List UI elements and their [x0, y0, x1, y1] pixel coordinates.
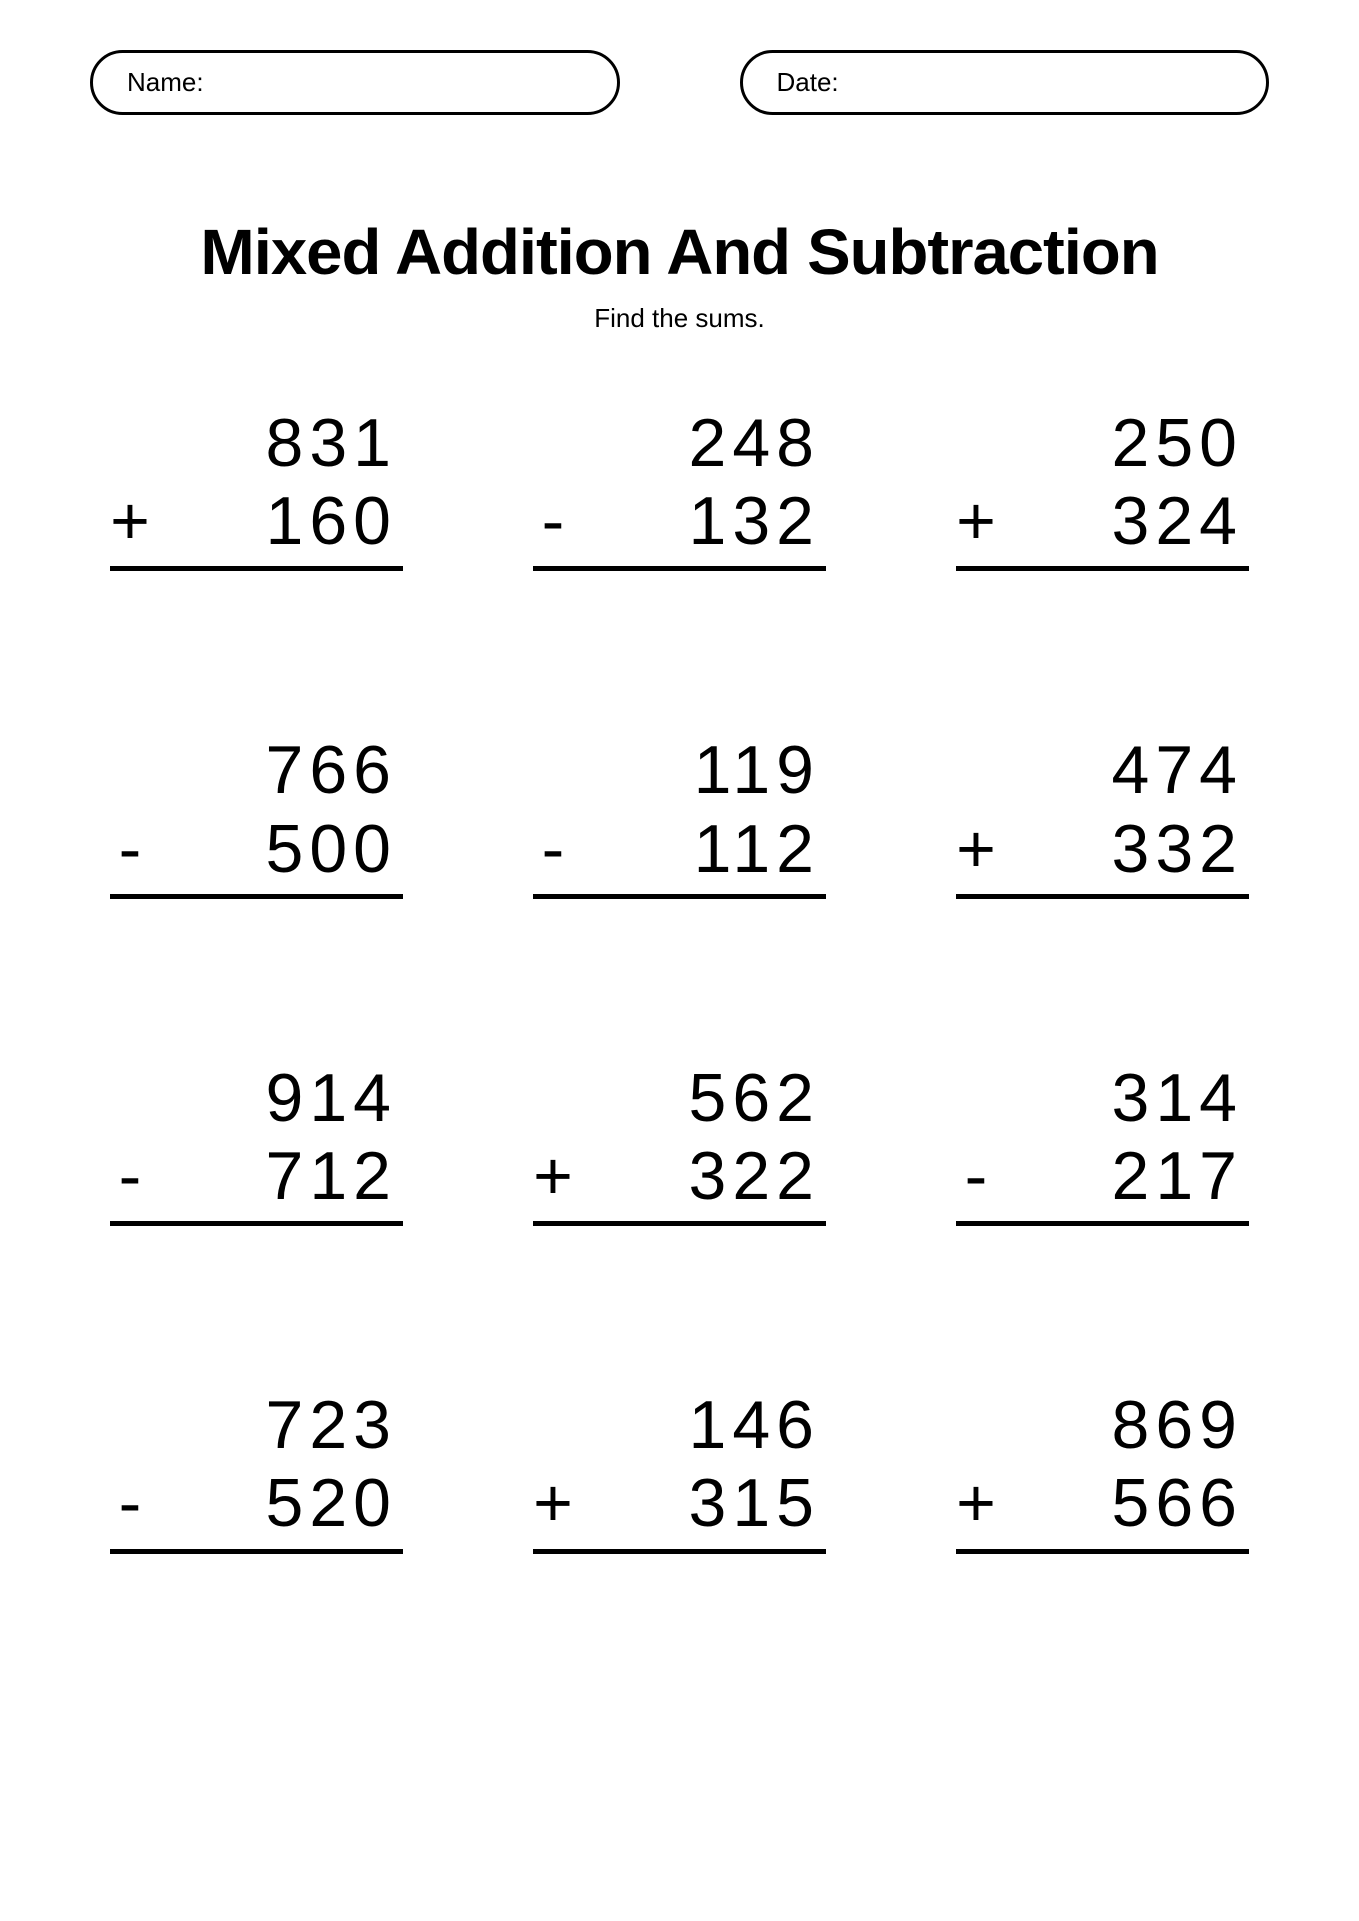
problem-bottom-number: 160	[168, 482, 397, 560]
problem-bottom-row: -520	[110, 1464, 403, 1553]
problem: 914-712	[110, 1059, 403, 1226]
problem-bottom-row: -217	[956, 1137, 1249, 1226]
problem-bottom-row: -112	[533, 810, 826, 899]
problem-top-number: 119	[694, 731, 826, 809]
problem-operator: -	[110, 1464, 150, 1542]
problem-bottom-number: 322	[591, 1137, 820, 1215]
problem: 766-500	[110, 731, 403, 898]
problem-operator: -	[110, 810, 150, 888]
problem-top-number: 474	[1112, 731, 1249, 809]
problem: 250+324	[956, 404, 1249, 571]
problem: 869+566	[956, 1386, 1249, 1553]
problem-bottom-row: +160	[110, 482, 403, 571]
problem-bottom-row: -132	[533, 482, 826, 571]
problem: 474+332	[956, 731, 1249, 898]
problem: 248-132	[533, 404, 826, 571]
problem-top-number: 248	[689, 404, 826, 482]
problem-top-number: 914	[266, 1059, 403, 1137]
problem-bottom-row: +322	[533, 1137, 826, 1226]
problem-top-number: 723	[266, 1386, 403, 1464]
problem-bottom-number: 217	[1014, 1137, 1243, 1215]
problem-operator: +	[533, 1137, 573, 1215]
problem-top-number: 250	[1112, 404, 1249, 482]
problem: 723-520	[110, 1386, 403, 1553]
problem-bottom-row: +332	[956, 810, 1249, 899]
worksheet-title: Mixed Addition And Subtraction	[78, 215, 1281, 289]
problem-bottom-row: +324	[956, 482, 1249, 571]
problem: 314-217	[956, 1059, 1249, 1226]
problem: 562+322	[533, 1059, 826, 1226]
problem-bottom-number: 566	[1014, 1464, 1243, 1542]
worksheet-subtitle: Find the sums.	[90, 303, 1269, 334]
problem: 831+160	[110, 404, 403, 571]
problem-top-number: 562	[689, 1059, 826, 1137]
problem-bottom-number: 500	[168, 810, 397, 888]
problem: 119-112	[533, 731, 826, 898]
name-label: Name:	[127, 67, 204, 97]
problem-top-number: 831	[266, 404, 403, 482]
problem-bottom-number: 112	[591, 810, 820, 888]
problems-grid: 831+160248-132250+324766-500119-112474+3…	[90, 404, 1269, 1554]
header-fields: Name: Date:	[90, 50, 1269, 115]
date-label: Date:	[777, 67, 839, 97]
problem-operator: -	[533, 810, 573, 888]
problem-bottom-number: 324	[1014, 482, 1243, 560]
problem-top-number: 146	[689, 1386, 826, 1464]
problem-operator: +	[956, 1464, 996, 1542]
problem-operator: -	[110, 1137, 150, 1215]
problem-bottom-row: -712	[110, 1137, 403, 1226]
problem-top-number: 314	[1112, 1059, 1249, 1137]
problem-top-number: 766	[266, 731, 403, 809]
problem-operator: -	[956, 1137, 996, 1215]
problem-bottom-number: 520	[168, 1464, 397, 1542]
problem-operator: +	[956, 810, 996, 888]
problem-top-number: 869	[1112, 1386, 1249, 1464]
name-field[interactable]: Name:	[90, 50, 620, 115]
problem-operator: +	[956, 482, 996, 560]
problem: 146+315	[533, 1386, 826, 1553]
problem-bottom-number: 332	[1014, 810, 1243, 888]
problem-operator: -	[533, 482, 573, 560]
problem-bottom-number: 315	[591, 1464, 820, 1542]
problem-bottom-number: 712	[168, 1137, 397, 1215]
date-field[interactable]: Date:	[740, 50, 1270, 115]
problem-operator: +	[110, 482, 150, 560]
problem-bottom-row: +315	[533, 1464, 826, 1553]
problem-bottom-row: -500	[110, 810, 403, 899]
problem-operator: +	[533, 1464, 573, 1542]
problem-bottom-number: 132	[591, 482, 820, 560]
problem-bottom-row: +566	[956, 1464, 1249, 1553]
